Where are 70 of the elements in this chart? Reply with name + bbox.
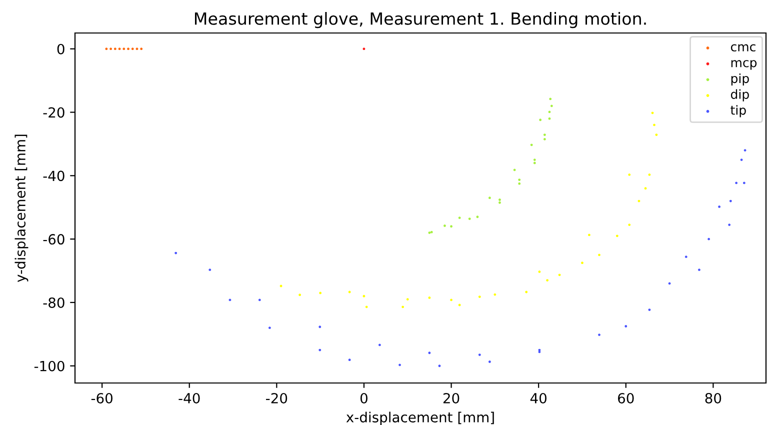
y-tick-label: -60 [43,234,64,245]
point [616,234,618,238]
point [428,352,431,354]
x-tick-label: -60 [91,392,112,404]
point [122,48,126,50]
point [136,48,138,50]
point [362,48,366,50]
point [742,182,746,184]
y-axis-title: y-displacement [mm] [14,134,28,282]
y-tick-label: -100 [34,360,64,372]
point [735,182,738,184]
point [488,196,491,200]
chart-title: Measurement glove, Measurement 1. Bending motion. [194,12,646,28]
y-tick-label: -20 [43,107,64,118]
x-tick-label: 60 [618,392,634,404]
point [258,298,261,302]
legend-label: dip [730,89,749,102]
x-tick-label: -40 [178,392,200,404]
point [438,364,441,368]
point [319,292,322,294]
x-tick-label: 40 [530,392,546,404]
point [518,182,521,185]
point [550,104,553,108]
point [728,224,731,226]
point [348,358,351,362]
point [118,48,121,50]
point [628,224,631,226]
point [268,326,271,330]
x-tick-label: -20 [266,392,288,404]
point [402,306,404,308]
point [114,48,116,50]
point [458,216,461,220]
legend-label: tip [730,105,746,118]
point [365,306,368,308]
point [525,290,528,294]
point [318,326,322,328]
x-axis-title: x-displacement [mm] [346,412,494,425]
point [539,118,542,122]
point [476,216,479,218]
x-tick-label: 80 [705,392,722,404]
point [533,162,536,164]
legend-label: cmc [730,44,756,52]
point [140,48,143,50]
point [740,158,743,162]
point [174,252,178,254]
point [208,268,212,272]
point [530,144,533,146]
point [533,158,536,162]
y-tick-label: -40 [43,170,64,182]
point [708,238,710,240]
point [378,344,381,346]
x-tick-label: 0 [360,392,368,404]
point [684,256,688,258]
point [406,298,409,301]
point [644,187,647,190]
legend-label: pip [731,73,749,86]
x-tick-label: 20 [443,392,460,404]
point [651,112,654,114]
point [729,200,732,202]
point [318,348,322,352]
point [430,230,433,234]
point [558,274,561,276]
y-tick-label: -80 [43,297,64,308]
point [362,294,366,298]
point [298,294,302,296]
point [549,98,552,100]
point [105,48,108,50]
y-tick-label: 0 [57,44,64,54]
point [131,48,134,50]
legend-label: mcp [731,60,757,70]
